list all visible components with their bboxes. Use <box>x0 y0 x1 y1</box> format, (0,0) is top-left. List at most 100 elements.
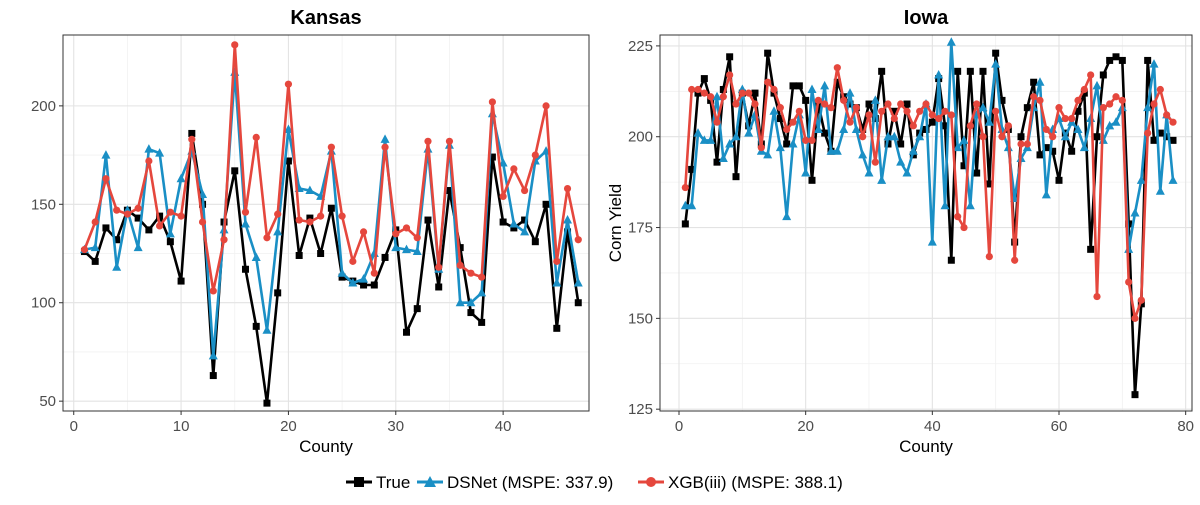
kansas-series-dsnet-point <box>208 350 218 360</box>
kansas-series-dsnet-point <box>305 185 315 195</box>
iowa-series-xgb-point <box>1074 96 1082 104</box>
iowa-series-true-point <box>688 165 696 173</box>
iowa-series-xgb-point <box>1163 111 1171 119</box>
iowa-y-tick-label: 150 <box>628 310 653 327</box>
iowa-series-xgb-point <box>745 89 753 97</box>
iowa-series-true-point <box>846 100 854 108</box>
iowa-series-dsnet-point <box>896 157 906 166</box>
kansas-series-true-point <box>113 236 121 244</box>
kansas-series-xgb-point <box>177 212 185 220</box>
kansas-series-dsnet-point <box>520 226 530 236</box>
kansas-x-tick-label: 20 <box>280 418 297 435</box>
kansas-series-xgb-point <box>413 234 421 242</box>
kansas-series-dsnet-point <box>380 134 390 143</box>
kansas-series-true-point <box>91 257 99 265</box>
kansas-title: Kansas <box>290 7 361 29</box>
iowa-series-xgb-point <box>941 107 949 115</box>
kansas-series-xgb-point <box>156 222 164 230</box>
iowa-series-dsnet-point <box>927 237 937 246</box>
iowa-series-dsnet-point <box>858 149 868 159</box>
iowa-series-xgb-point <box>890 114 898 123</box>
iowa-series-true-point <box>954 67 962 75</box>
iowa-series-dsnet-point <box>712 91 722 101</box>
iowa-series-xgb-point <box>1055 104 1063 112</box>
iowa-series-true-point <box>1042 144 1050 152</box>
iowa-series-xgb-line <box>684 66 1174 320</box>
iowa-series-dsnet-point <box>725 138 735 148</box>
kansas-series-xgb-point <box>145 157 153 165</box>
iowa-x-tick-label: 40 <box>924 418 941 435</box>
iowa-series-true-point <box>1074 107 1082 115</box>
iowa-series-true-point <box>941 122 949 130</box>
iowa-series-xgb-point <box>751 100 759 108</box>
iowa-series-true-point <box>726 53 734 61</box>
iowa-series-xgb-point <box>757 144 765 152</box>
kansas-series-true-point <box>241 265 249 273</box>
iowa-series-dsnet-point <box>687 200 697 210</box>
iowa-series-dsnet-point <box>1079 142 1089 152</box>
iowa-series-dsnet-point <box>1143 102 1153 112</box>
iowa-series-true-point <box>966 67 974 75</box>
iowa-series-true-point <box>1169 136 1177 144</box>
kansas-x-tick-label: 30 <box>387 418 404 435</box>
iowa-series-true-point <box>928 118 936 126</box>
iowa-series-xgb-point <box>1169 118 1177 126</box>
iowa-series-true-point <box>1087 245 1095 253</box>
iowa-series-true-point <box>751 89 759 97</box>
iowa-series-xgb-point <box>719 93 727 101</box>
kansas-series-xgb-point <box>349 257 357 265</box>
iowa-series-xgb-point <box>1068 114 1076 123</box>
iowa-series-xgb-point <box>808 136 816 144</box>
kansas-y-tick-label: 200 <box>31 98 56 115</box>
kansas-series-dsnet-point <box>391 242 401 252</box>
kansas-series-xgb-point <box>574 236 582 244</box>
kansas-series-true-point <box>542 200 550 208</box>
kansas-series-xgb-point <box>445 137 454 145</box>
iowa-x-axis-label: County <box>899 437 953 456</box>
iowa-series-dsnet-point <box>959 135 969 144</box>
kansas-series-true-point <box>478 318 486 326</box>
iowa-series-true-point <box>1049 147 1057 155</box>
kansas-series-xgb-point <box>284 80 293 88</box>
iowa-series-xgb-point <box>1042 125 1050 134</box>
kansas-series-true-point <box>564 228 572 236</box>
kansas-series-xgb-point <box>488 98 496 106</box>
kansas-series-xgb-point <box>123 210 132 218</box>
iowa-series-dsnet-point <box>991 59 1001 68</box>
kansas-series-xgb-point <box>134 204 142 212</box>
iowa-series-xgb-point <box>966 122 974 130</box>
iowa-series-true-point <box>878 67 886 75</box>
kansas-series-xgb-point <box>563 184 572 193</box>
iowa-series-xgb-point <box>1036 96 1044 104</box>
iowa-series-true-point <box>1023 104 1031 112</box>
kansas-series-dsnet-point <box>251 252 261 261</box>
kansas-series-dsnet-point <box>133 242 143 252</box>
kansas-series-true-point <box>231 167 239 175</box>
iowa-series-dsnet-point <box>915 131 925 141</box>
kansas-series-dsnet-point <box>498 157 508 167</box>
iowa-series-true-point <box>1118 56 1126 64</box>
kansas-series-dsnet-point <box>509 218 519 228</box>
kansas-series-xgb-point <box>338 212 346 220</box>
iowa-series-xgb-point <box>732 100 740 108</box>
kansas-series-true-point <box>403 328 411 336</box>
iowa-series-true-point <box>903 100 911 108</box>
kansas-y-tick-label: 100 <box>31 295 56 312</box>
kansas-x-tick-label: 40 <box>495 418 512 435</box>
iowa-series-xgb-point <box>909 122 917 130</box>
iowa-series-xgb-point <box>694 85 702 94</box>
iowa-series-true-point <box>1112 53 1120 61</box>
kansas-series-true-point <box>467 309 475 317</box>
kansas-series-xgb-point <box>392 230 400 238</box>
iowa-series-xgb-point <box>681 183 689 192</box>
iowa-series-dsnet-point <box>839 124 849 133</box>
iowa-title: Iowa <box>904 7 949 29</box>
kansas-series-xgb-point <box>456 261 464 269</box>
iowa-series-dsnet-point <box>693 128 703 137</box>
kansas-x-axis-label: County <box>299 437 353 456</box>
iowa-series-dsnet-point <box>877 175 887 184</box>
iowa-series-true-point <box>795 82 803 90</box>
iowa-series-dsnet-point <box>1041 189 1051 199</box>
kansas-series-xgb-point <box>531 151 539 159</box>
iowa-plot-area <box>660 35 1192 411</box>
